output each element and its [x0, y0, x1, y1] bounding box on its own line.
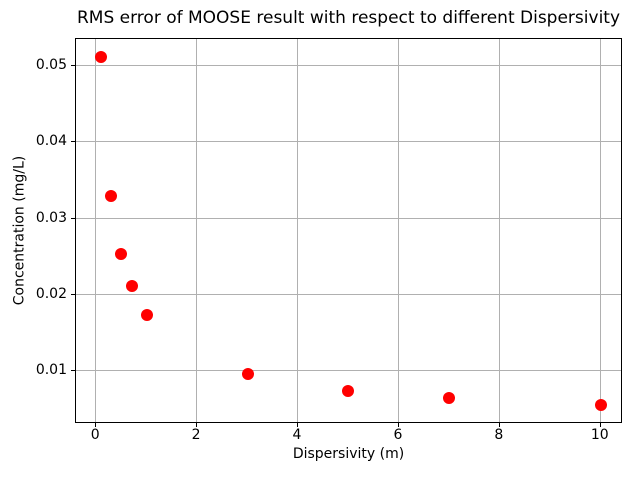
scatter-point	[125, 279, 138, 292]
gridline-horizontal	[76, 141, 621, 143]
y-tick-label: 0.02	[35, 285, 67, 302]
scatter-point	[342, 385, 355, 398]
scatter-point	[95, 50, 108, 63]
gridline-vertical	[95, 39, 97, 422]
x-tick-label: 8	[494, 427, 504, 443]
y-tick-mark	[71, 141, 75, 143]
x-tick-label: 0	[90, 427, 100, 443]
gridline-vertical	[196, 39, 198, 422]
x-tick-label: 10	[590, 427, 609, 443]
x-tick-mark	[95, 423, 97, 427]
x-tick-mark	[196, 423, 198, 427]
scatter-point	[594, 398, 607, 411]
y-tick-mark	[71, 217, 75, 219]
x-tick-mark	[498, 423, 500, 427]
chart-title: RMS error of MOOSE result with respect t…	[76, 8, 621, 28]
x-axis-label: Dispersivity (m)	[292, 446, 405, 462]
y-tick-label: 0.05	[35, 56, 67, 73]
gridline-vertical	[498, 39, 500, 422]
x-tick-mark	[397, 423, 399, 427]
y-axis-label: Concentration (mg/L)	[11, 155, 28, 306]
y-tick-label: 0.01	[35, 362, 67, 379]
y-tick-mark	[71, 370, 75, 372]
gridline-horizontal	[76, 293, 621, 295]
x-tick-label: 6	[393, 427, 403, 443]
plot-area	[75, 38, 622, 423]
gridline-vertical	[297, 39, 299, 422]
x-tick-label: 4	[292, 427, 302, 443]
gridline-vertical	[397, 39, 399, 422]
y-tick-label: 0.03	[35, 209, 67, 226]
scatter-point	[140, 308, 153, 321]
x-tick-mark	[599, 423, 601, 427]
scatter-point	[241, 368, 254, 381]
x-tick-mark	[297, 423, 299, 427]
y-tick-label: 0.04	[35, 133, 67, 150]
gridline-horizontal	[76, 370, 621, 372]
scatter-point	[105, 190, 118, 203]
y-tick-mark	[71, 293, 75, 295]
gridline-horizontal	[76, 64, 621, 66]
x-tick-label: 2	[191, 427, 201, 443]
scatter-point	[115, 248, 128, 261]
y-tick-mark	[71, 64, 75, 66]
gridline-horizontal	[76, 217, 621, 219]
gridline-vertical	[599, 39, 601, 422]
scatter-point	[443, 392, 456, 405]
